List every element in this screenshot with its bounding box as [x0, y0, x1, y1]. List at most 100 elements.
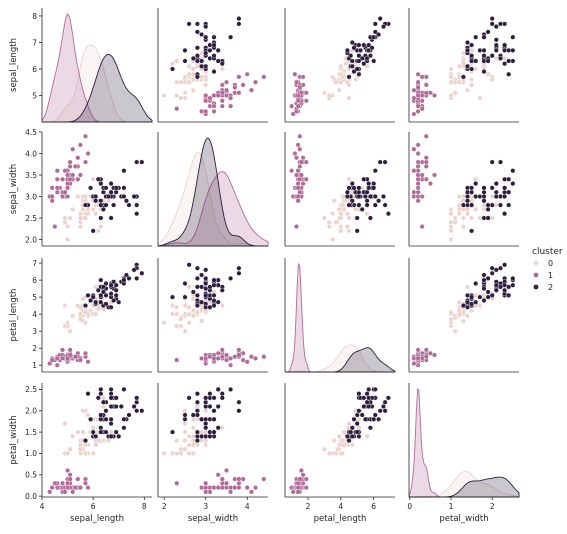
point-cluster-2	[190, 55, 196, 61]
point-cluster-1	[419, 98, 425, 104]
point-cluster-1	[77, 142, 83, 148]
point-cluster-1	[294, 79, 300, 85]
x-tick-label: 4	[245, 502, 250, 511]
point-cluster-0	[456, 299, 462, 305]
point-cluster-1	[203, 108, 209, 114]
point-cluster-2	[194, 399, 200, 405]
point-cluster-2	[493, 47, 499, 53]
point-cluster-1	[67, 476, 73, 482]
point-cluster-2	[506, 58, 512, 64]
point-cluster-0	[460, 215, 466, 221]
point-cluster-1	[432, 92, 438, 98]
point-cluster-1	[419, 193, 425, 199]
point-cluster-2	[194, 29, 200, 35]
point-cluster-1	[411, 355, 417, 361]
point-cluster-0	[65, 236, 71, 242]
point-cluster-1	[174, 106, 180, 112]
panel-petal_width-vs-petal_length: 2 4 6 petal_length	[284, 383, 395, 524]
point-cluster-2	[510, 181, 516, 187]
point-cluster-1	[415, 84, 421, 90]
point-cluster-0	[330, 74, 336, 80]
point-cluster-1	[411, 361, 417, 367]
point-cluster-1	[77, 172, 83, 178]
point-cluster-2	[103, 281, 109, 287]
point-cluster-0	[75, 429, 81, 435]
point-cluster-0	[169, 450, 175, 456]
point-cluster-1	[219, 476, 225, 482]
point-cluster-2	[361, 61, 367, 67]
point-cluster-2	[121, 185, 127, 191]
point-cluster-1	[65, 480, 71, 486]
point-cluster-2	[203, 286, 209, 292]
point-cluster-2	[485, 294, 491, 300]
point-cluster-0	[477, 303, 483, 309]
point-cluster-1	[54, 185, 60, 191]
point-cluster-2	[113, 189, 119, 195]
point-cluster-1	[82, 133, 88, 139]
point-cluster-1	[219, 103, 225, 109]
point-cluster-1	[67, 352, 73, 358]
point-cluster-2	[372, 193, 378, 199]
point-cluster-2	[207, 433, 213, 439]
point-cluster-2	[359, 412, 365, 418]
point-cluster-0	[174, 323, 180, 329]
point-cluster-1	[65, 468, 71, 474]
point-cluster-2	[481, 298, 487, 304]
point-cluster-2	[190, 412, 196, 418]
point-cluster-0	[80, 206, 86, 212]
point-cluster-2	[485, 202, 491, 208]
point-cluster-0	[161, 92, 167, 98]
point-cluster-2	[356, 202, 362, 208]
point-cluster-2	[108, 215, 114, 221]
point-cluster-0	[82, 320, 88, 326]
point-cluster-1	[423, 163, 429, 169]
x-axis-label: petal_length	[314, 514, 367, 524]
point-cluster-2	[349, 181, 355, 187]
point-cluster-2	[371, 34, 377, 40]
point-cluster-2	[502, 282, 508, 288]
point-cluster-2	[465, 189, 471, 195]
point-cluster-1	[415, 163, 421, 169]
point-cluster-1	[174, 480, 180, 486]
point-cluster-2	[111, 202, 117, 208]
point-cluster-2	[372, 386, 378, 392]
point-cluster-0	[346, 421, 352, 427]
panel-sepal_length-vs-petal_length	[284, 8, 395, 123]
point-cluster-2	[348, 429, 354, 435]
point-cluster-1	[62, 168, 68, 174]
point-cluster-2	[354, 66, 360, 72]
point-cluster-2	[219, 61, 225, 67]
x-tick-label: 4	[338, 502, 343, 511]
point-cluster-2	[103, 429, 109, 435]
point-cluster-2	[105, 193, 111, 199]
point-cluster-1	[423, 159, 429, 165]
point-cluster-1	[297, 84, 303, 90]
point-cluster-2	[82, 202, 88, 208]
point-cluster-2	[236, 408, 242, 414]
point-cluster-2	[82, 303, 88, 309]
point-cluster-0	[161, 320, 167, 326]
point-cluster-1	[215, 92, 221, 98]
point-cluster-1	[252, 485, 258, 491]
point-cluster-0	[336, 206, 342, 212]
point-cluster-2	[485, 29, 491, 35]
point-cluster-1	[295, 103, 301, 109]
point-cluster-2	[215, 386, 221, 392]
y-tick-label: 4	[32, 310, 37, 319]
point-cluster-1	[298, 172, 304, 178]
point-cluster-2	[116, 299, 122, 305]
y-tick-label: 3.0	[25, 192, 37, 201]
point-cluster-0	[448, 74, 454, 80]
point-cluster-2	[134, 408, 140, 414]
point-cluster-2	[481, 47, 487, 53]
point-cluster-0	[333, 79, 339, 85]
y-tick-label: 0.0	[25, 492, 37, 501]
point-cluster-2	[356, 391, 362, 397]
point-cluster-2	[134, 395, 140, 401]
point-cluster-2	[108, 391, 114, 397]
point-cluster-2	[203, 421, 209, 427]
point-cluster-0	[338, 63, 344, 69]
point-cluster-1	[415, 142, 421, 148]
point-cluster-2	[465, 198, 471, 204]
point-cluster-2	[123, 272, 129, 278]
